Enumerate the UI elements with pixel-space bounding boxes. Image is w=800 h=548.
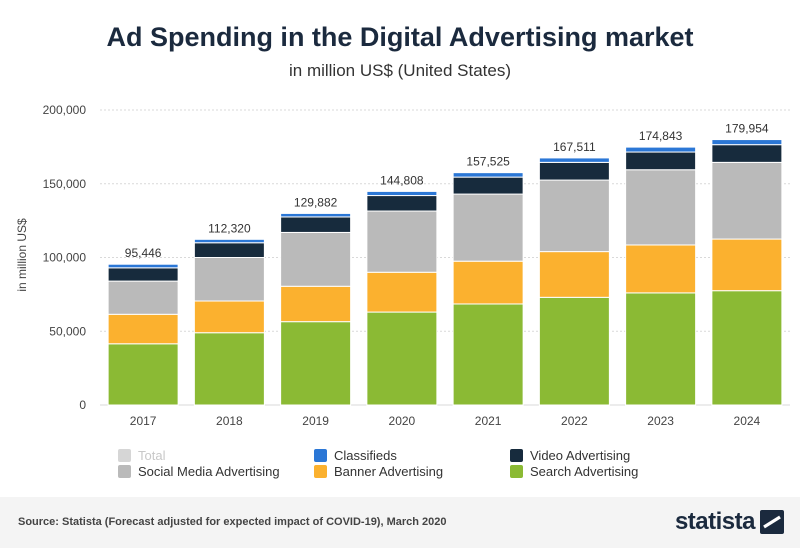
bar-video-advertising-2024[interactable] (711, 144, 783, 163)
y-tick-label: 50,000 (49, 324, 86, 338)
chart-title: Ad Spending in the Digital Advertising m… (106, 22, 694, 52)
legend-label-banner-advertising: Banner Advertising (334, 463, 444, 479)
bar-classifieds-2021[interactable] (452, 172, 524, 178)
x-tick-label: 2017 (130, 414, 157, 428)
legend-swatch-banner-advertising (314, 464, 327, 478)
bar-classifieds-2022[interactable] (538, 157, 610, 163)
legend-swatch-classifieds (314, 448, 327, 462)
bar-classifieds-2024[interactable] (711, 139, 783, 146)
legend-item-search-advertising[interactable]: Search Advertising (510, 463, 638, 479)
legend-label-video-advertising: Video Advertising (530, 447, 631, 463)
legend-item-social-media-advertising[interactable]: Social Media Advertising (118, 463, 280, 479)
legend-swatch-search-advertising (510, 464, 523, 478)
bars (107, 139, 783, 406)
bar-social-media-advertising-2017[interactable] (107, 280, 179, 315)
y-tick-label: 200,000 (43, 103, 87, 117)
bar-search-advertising-2021[interactable] (452, 303, 524, 406)
bar-banner-advertising-2021[interactable] (452, 260, 524, 305)
bar-search-advertising-2019[interactable] (280, 321, 352, 406)
bar-video-advertising-2021[interactable] (452, 176, 524, 195)
bar-search-advertising-2022[interactable] (538, 296, 610, 406)
total-label: 95,446 (125, 246, 162, 260)
legend-label-social-media-advertising: Social Media Advertising (138, 463, 280, 479)
bar-classifieds-2019[interactable] (280, 212, 352, 218)
total-label: 129,882 (294, 195, 338, 209)
bar-social-media-advertising-2021[interactable] (452, 193, 524, 262)
total-label: 112,320 (208, 221, 251, 235)
legend-item-video-advertising[interactable]: Video Advertising (510, 447, 630, 463)
bar-classifieds-2018[interactable] (193, 238, 265, 244)
legend-swatch-social-media-advertising (118, 464, 131, 478)
bar-banner-advertising-2019[interactable] (280, 285, 352, 323)
bar-video-advertising-2019[interactable] (280, 216, 352, 233)
bar-banner-advertising-2023[interactable] (625, 244, 697, 294)
bar-social-media-advertising-2023[interactable] (625, 169, 697, 246)
bar-classifieds-2017[interactable] (107, 263, 179, 269)
statista-logo[interactable]: statista (675, 506, 784, 538)
legend-item-banner-advertising[interactable]: Banner Advertising (314, 463, 443, 479)
bar-search-advertising-2020[interactable] (366, 311, 438, 406)
chart-plot: 0 50,000 100,000 150,000 200,000 in million … (15, 103, 790, 428)
legend-label-total: Total (138, 447, 166, 463)
y-tick-label: 100,000 (43, 251, 87, 265)
bar-search-advertising-2024[interactable] (711, 290, 783, 406)
source-note[interactable]: Source: Statista (Forecast adjusted for … (18, 516, 447, 528)
bar-banner-advertising-2018[interactable] (193, 300, 265, 334)
bar-banner-advertising-2020[interactable] (366, 271, 438, 313)
bar-social-media-advertising-2022[interactable] (538, 179, 610, 253)
bar-social-media-advertising-2024[interactable] (711, 161, 783, 240)
total-label: 179,954 (725, 122, 769, 136)
y-tick-label: 0 (79, 398, 86, 412)
bar-banner-advertising-2022[interactable] (538, 251, 610, 298)
bar-video-advertising-2017[interactable] (107, 267, 179, 282)
bar-banner-advertising-2024[interactable] (711, 238, 783, 292)
footer: Source: Statista (Forecast adjusted for … (0, 497, 800, 548)
legend-label-search-advertising: Search Advertising (530, 463, 639, 479)
y-axis-label: in million US$ (15, 218, 29, 292)
x-tick-label: 2020 (389, 414, 416, 428)
x-tick-label: 2022 (561, 414, 588, 428)
legend-item-classifieds[interactable]: Classifieds (314, 447, 397, 463)
bar-banner-advertising-2017[interactable] (107, 313, 179, 345)
bar-social-media-advertising-2019[interactable] (280, 231, 352, 287)
bar-classifieds-2020[interactable] (366, 190, 438, 197)
total-label: 174,843 (639, 129, 683, 143)
x-tick-label: 2021 (475, 414, 502, 428)
legend-swatch-total (118, 448, 131, 462)
bar-video-advertising-2023[interactable] (625, 151, 697, 171)
x-tick-label: 2023 (647, 414, 674, 428)
total-label: 157,525 (466, 155, 510, 169)
statista-logo-icon (760, 510, 784, 534)
bar-video-advertising-2018[interactable] (193, 242, 265, 258)
legend-swatch-video-advertising (510, 448, 523, 462)
x-tick-label: 2024 (734, 414, 761, 428)
y-axis-ticks: 0 50,000 100,000 150,000 200,000 (43, 103, 87, 412)
x-tick-label: 2019 (302, 414, 329, 428)
total-labels: 95,446 112,320 129,882 144,808 157,525 167,51… (125, 122, 769, 261)
legend-item-total[interactable]: Total (118, 447, 165, 463)
chart-subtitle: in million US$ (United States) (288, 61, 512, 80)
bar-social-media-advertising-2018[interactable] (193, 257, 265, 302)
bar-search-advertising-2018[interactable] (193, 332, 265, 406)
bar-search-advertising-2017[interactable] (107, 343, 179, 406)
total-label: 144,808 (380, 173, 424, 187)
total-label: 167,511 (553, 140, 596, 154)
bar-social-media-advertising-2020[interactable] (366, 210, 438, 273)
logo-text: statista (674, 508, 756, 535)
x-tick-label: 2018 (216, 414, 243, 428)
y-tick-label: 150,000 (43, 177, 87, 191)
bar-classifieds-2023[interactable] (625, 146, 697, 153)
bar-video-advertising-2022[interactable] (538, 161, 610, 181)
legend-label-classifieds: Classifieds (334, 447, 397, 463)
bar-video-advertising-2020[interactable] (366, 195, 438, 212)
x-axis-ticks: 2017 2018 2019 2020 2021 2022 2023 2024 (130, 414, 761, 428)
bar-search-advertising-2023[interactable] (625, 292, 697, 406)
